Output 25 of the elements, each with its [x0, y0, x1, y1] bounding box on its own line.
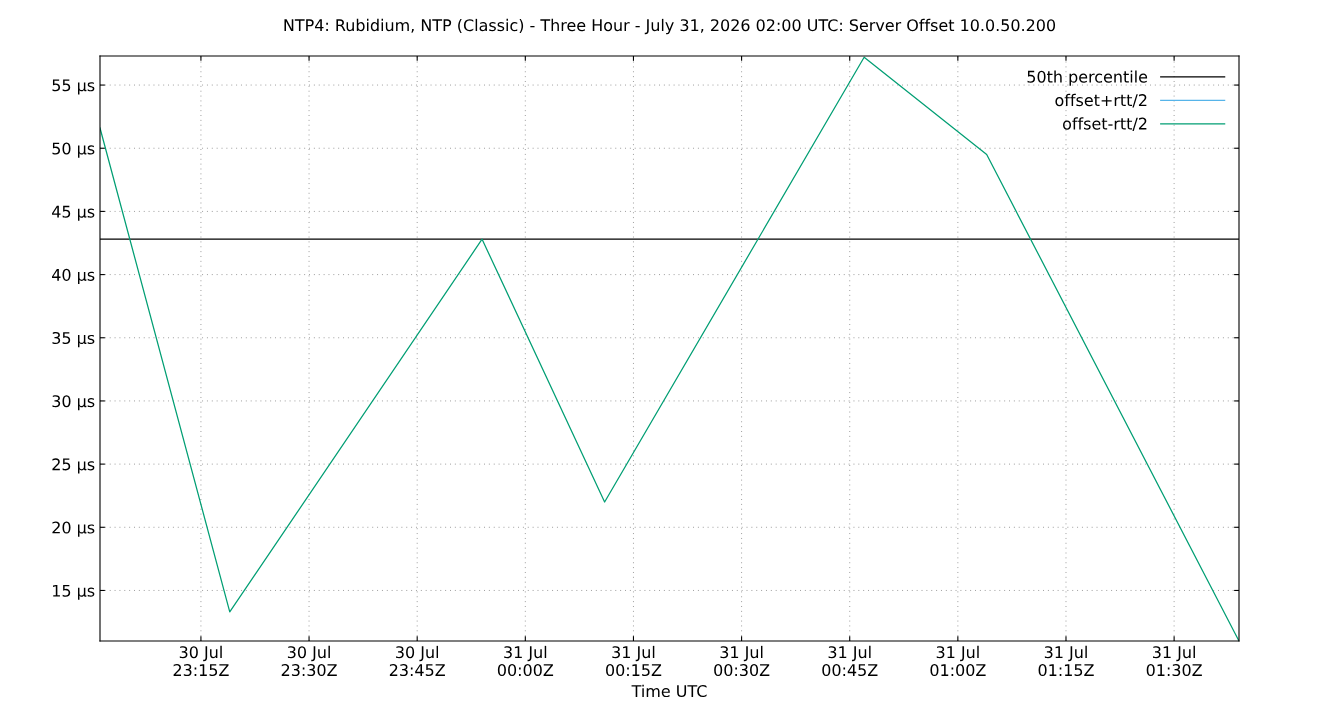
- legend-label: offset-rtt/2: [1063, 117, 1147, 131]
- x-tick-label: 30 Jul 23:45Z: [389, 645, 445, 677]
- x-tick-label: 31 Jul 00:30Z: [714, 645, 770, 677]
- chart-title: NTP4: Rubidium, NTP (Classic) - Three Hour - July 31, 2026 02:00 UTC: Server Offset 10.0.50.200: [284, 18, 1056, 35]
- line-series: [100, 56, 1239, 641]
- legend-label: 50th percentile: [1027, 70, 1148, 86]
- y-tick-label: 45 µs: [52, 205, 95, 221]
- x-tick-label: 30 Jul 23:15Z: [173, 645, 229, 677]
- x-tick-label: 31 Jul 01:30Z: [1146, 645, 1202, 677]
- x-tick-label: 31 Jul 00:00Z: [497, 645, 554, 677]
- y-tick-label: 35 µs: [52, 331, 95, 348]
- x-tick-label: 31 Jul 01:00Z: [930, 645, 986, 677]
- y-tick-label: 30 µs: [52, 395, 95, 411]
- y-tick-label: 25 µs: [52, 458, 95, 474]
- y-tick-label: 50 µs: [52, 142, 95, 158]
- x-axis-title: Time UTC: [631, 684, 707, 698]
- legend-label: offset+rtt/2: [1055, 93, 1147, 108]
- x-tick-label: 30 Jul 23:30Z: [281, 645, 337, 677]
- x-tick-label: 31 Jul 00:45Z: [822, 645, 878, 677]
- y-tick-label: 55 µs: [52, 79, 95, 95]
- y-tick-label: 15 µs: [53, 584, 95, 600]
- y-tick-label: 40 µs: [52, 268, 95, 284]
- x-tick-label: 31 Jul 01:15Z: [1038, 645, 1094, 677]
- y-tick-label: 20 µs: [52, 521, 95, 537]
- x-tick-label: 31 Jul 00:15Z: [606, 645, 662, 677]
